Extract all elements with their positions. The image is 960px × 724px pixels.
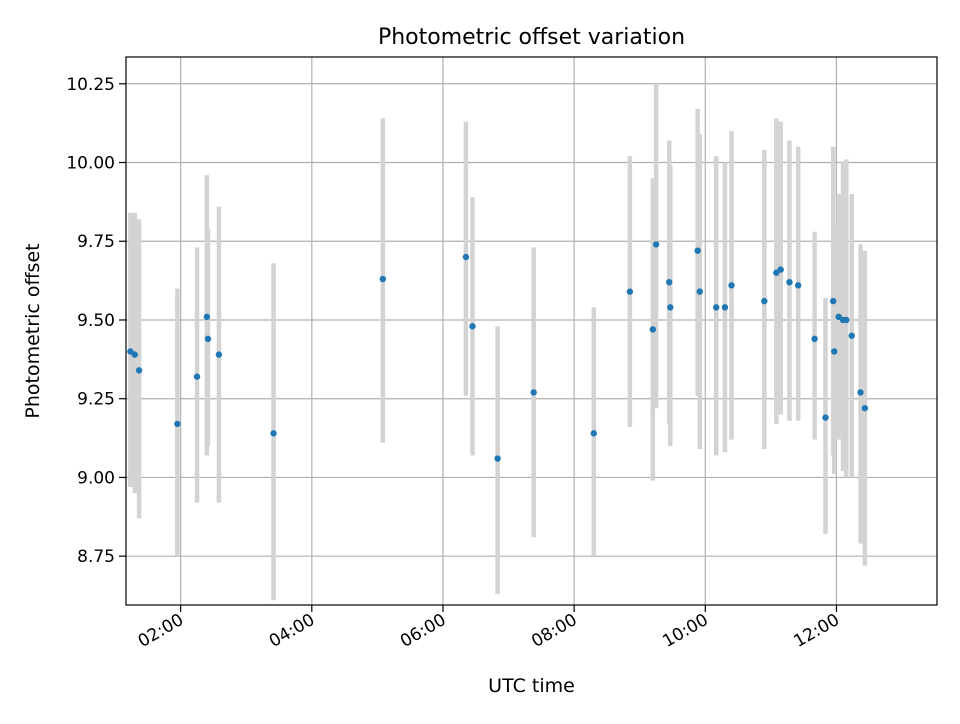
data-point — [530, 389, 537, 396]
y-tick-label: 10.00 — [66, 154, 115, 174]
data-point — [666, 278, 673, 286]
data-point — [761, 297, 768, 305]
y-tick-label: 9.50 — [77, 311, 115, 331]
data-point — [135, 367, 143, 374]
y-tick-label: 9.75 — [77, 232, 115, 252]
data-point — [494, 455, 501, 462]
data-point — [379, 275, 387, 283]
y-tick-label: 10.25 — [66, 75, 115, 95]
data-point — [590, 430, 598, 437]
data-point — [469, 323, 476, 330]
data-point — [786, 278, 793, 286]
data-point — [794, 282, 802, 289]
point-layer — [127, 241, 869, 462]
data-point — [270, 430, 277, 437]
data-point — [131, 351, 138, 358]
data-point — [462, 253, 470, 261]
y-tick-label: 9.25 — [77, 390, 115, 410]
data-point — [822, 414, 829, 421]
data-point — [174, 420, 181, 428]
data-point — [861, 404, 869, 412]
data-point — [811, 335, 818, 343]
data-point — [215, 351, 223, 358]
chart-title: Photometric offset variation — [378, 25, 685, 50]
data-point — [204, 335, 212, 343]
data-point — [203, 313, 211, 321]
data-point — [193, 373, 201, 380]
data-point — [652, 241, 660, 248]
data-point — [713, 304, 720, 311]
data-point — [694, 247, 701, 254]
data-point — [626, 288, 634, 295]
data-point — [857, 389, 864, 396]
y-tick-label: 9.00 — [77, 468, 115, 488]
y-tick-label: 8.75 — [77, 547, 115, 567]
data-point — [829, 297, 837, 305]
data-point — [848, 332, 855, 339]
data-point — [721, 304, 729, 311]
data-point — [728, 282, 735, 289]
axes-frame — [125, 56, 938, 606]
data-point — [696, 288, 704, 295]
y-axis-label: Photometric offset — [22, 243, 44, 418]
data-point — [777, 266, 784, 273]
data-point — [667, 304, 674, 311]
x-axis-label: UTC time — [488, 675, 575, 697]
data-point — [649, 326, 657, 333]
data-point — [843, 316, 850, 324]
data-point — [831, 348, 838, 355]
